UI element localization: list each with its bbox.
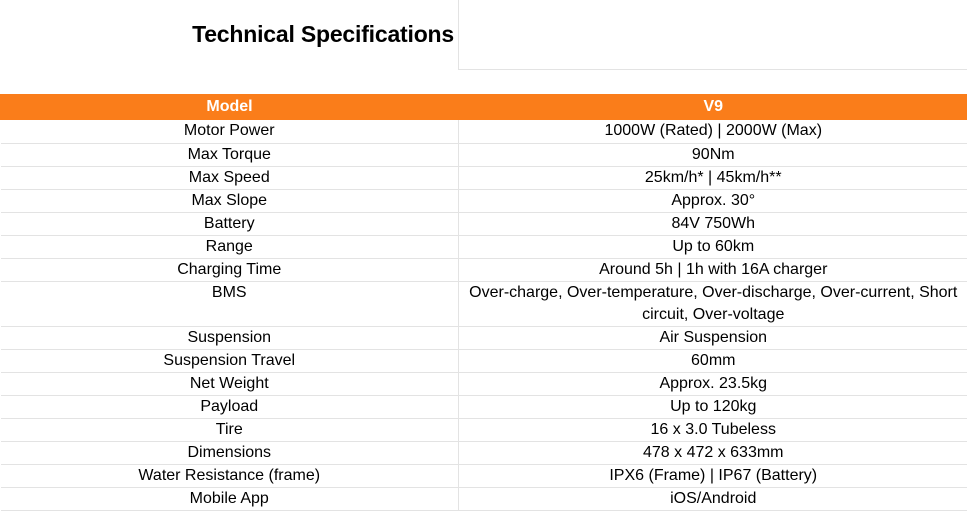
spec-label[interactable]: Charging Time: [0, 258, 459, 282]
spec-value[interactable]: Air Suspension: [458, 326, 967, 350]
spec-value[interactable]: Approx. 23.5kg: [458, 372, 967, 396]
table-row: BMS Over-charge, Over-temperature, Over-…: [0, 281, 967, 327]
spec-label[interactable]: Max Speed: [0, 166, 459, 190]
spec-value[interactable]: 90Nm: [458, 143, 967, 167]
table-row: Dimensions 478 x 472 x 633mm: [0, 441, 967, 465]
specifications-table: Model V9 Motor Power 1000W (Rated) | 200…: [0, 94, 967, 511]
table-row: Charging Time Around 5h | 1h with 16A ch…: [0, 258, 967, 282]
table-row: Battery 84V 750Wh: [0, 212, 967, 236]
spec-label[interactable]: Range: [0, 235, 459, 259]
table-header-row: Model V9: [0, 94, 967, 120]
spec-value[interactable]: Up to 60km: [458, 235, 967, 259]
spec-label[interactable]: Water Resistance (frame): [0, 464, 459, 488]
spec-label[interactable]: Dimensions: [0, 441, 459, 465]
table-row: Tire 16 x 3.0 Tubeless: [0, 418, 967, 442]
table-row: Suspension Travel 60mm: [0, 349, 967, 373]
title-cell[interactable]: Technical Specifications: [0, 0, 458, 72]
title-area: Technical Specifications: [0, 0, 967, 94]
spec-value[interactable]: Approx. 30°: [458, 189, 967, 213]
spec-value[interactable]: 478 x 472 x 633mm: [458, 441, 967, 465]
spec-label[interactable]: Tire: [0, 418, 459, 442]
spec-label[interactable]: Suspension Travel: [0, 349, 459, 373]
table-row: Payload Up to 120kg: [0, 395, 967, 419]
spec-value[interactable]: Around 5h | 1h with 16A charger: [458, 258, 967, 282]
header-model-value[interactable]: V9: [458, 94, 967, 120]
table-row: Suspension Air Suspension: [0, 326, 967, 350]
spec-value[interactable]: 60mm: [458, 349, 967, 373]
spec-label[interactable]: Net Weight: [0, 372, 459, 396]
spec-label[interactable]: Suspension: [0, 326, 459, 350]
empty-cell[interactable]: [458, 0, 967, 70]
spec-label[interactable]: Motor Power: [0, 120, 459, 144]
spec-label[interactable]: Max Slope: [0, 189, 459, 213]
spec-value[interactable]: Up to 120kg: [458, 395, 967, 419]
spec-value[interactable]: Over-charge, Over-temperature, Over-disc…: [458, 281, 967, 327]
spec-value[interactable]: 16 x 3.0 Tubeless: [458, 418, 967, 442]
table-row: Max Slope Approx. 30°: [0, 189, 967, 213]
spec-label[interactable]: Mobile App: [0, 487, 459, 511]
spec-label[interactable]: Max Torque: [0, 143, 459, 167]
spec-value[interactable]: 84V 750Wh: [458, 212, 967, 236]
header-model-label[interactable]: Model: [0, 94, 459, 120]
spec-label[interactable]: BMS: [0, 281, 459, 327]
table-row: Max Speed 25km/h* | 45km/h**: [0, 166, 967, 190]
spec-value[interactable]: iOS/Android: [458, 487, 967, 511]
table-row: Net Weight Approx. 23.5kg: [0, 372, 967, 396]
page-title: Technical Specifications: [192, 21, 454, 47]
table-row: Max Torque 90Nm: [0, 143, 967, 167]
spec-value[interactable]: IPX6 (Frame) | IP67 (Battery): [458, 464, 967, 488]
table-row: Water Resistance (frame) IPX6 (Frame) | …: [0, 464, 967, 488]
table-row: Mobile App iOS/Android: [0, 487, 967, 511]
table-row: Motor Power 1000W (Rated) | 2000W (Max): [0, 120, 967, 144]
table-row: Range Up to 60km: [0, 235, 967, 259]
spec-label[interactable]: Battery: [0, 212, 459, 236]
spec-value[interactable]: 25km/h* | 45km/h**: [458, 166, 967, 190]
spec-value[interactable]: 1000W (Rated) | 2000W (Max): [458, 120, 967, 144]
spec-label[interactable]: Payload: [0, 395, 459, 419]
